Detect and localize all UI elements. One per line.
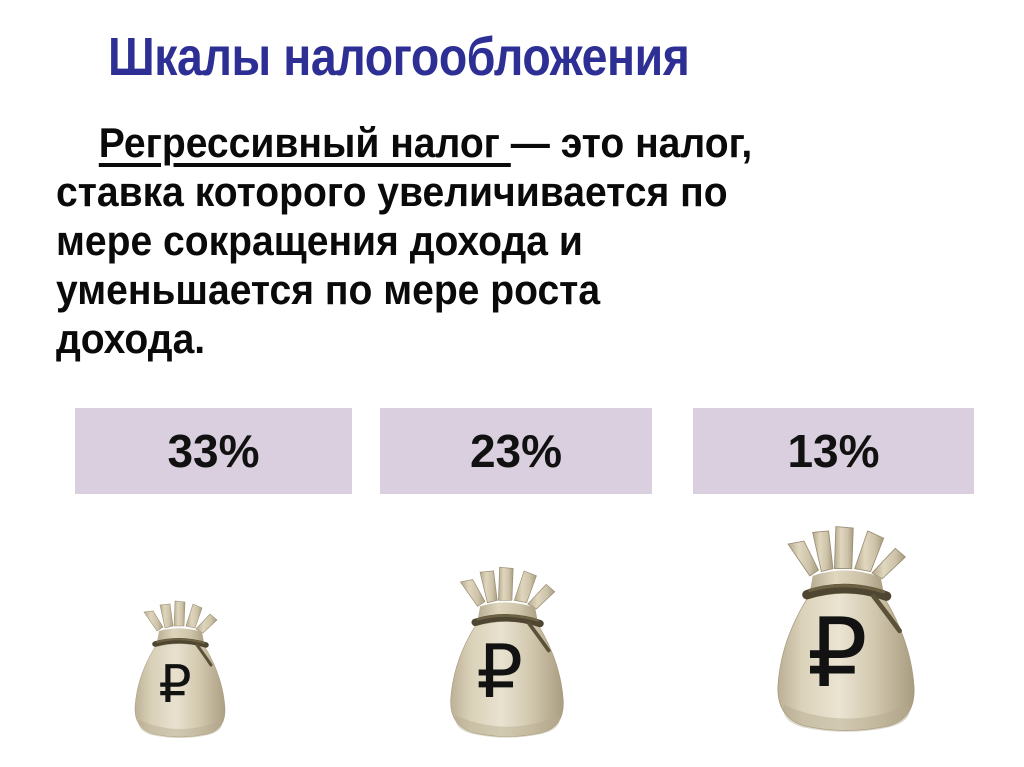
page-title: Шкалы налогообложения xyxy=(108,27,690,87)
ruble-symbol-medium: ₽ xyxy=(476,632,523,713)
definition-line-3: мере сокращения дохода и xyxy=(56,217,583,264)
definition-line-4: уменьшается по мере роста xyxy=(56,266,601,313)
ruble-symbol-large: ₽ xyxy=(807,601,868,707)
rate-box-23: 23% xyxy=(380,408,652,494)
money-bag-medium: ₽ xyxy=(436,558,578,743)
rate-label-13: 13% xyxy=(787,425,880,477)
money-bag-large: ₽ xyxy=(762,514,930,742)
rate-box-33: 33% xyxy=(75,408,352,494)
money-bag-small: ₽ xyxy=(122,592,238,742)
term-regressive-tax: Регрессивный налог xyxy=(98,119,511,166)
rate-label-33: 33% xyxy=(167,425,260,477)
rate-label-23: 23% xyxy=(469,425,563,477)
definition-line-2: ставка которого увеличивается по xyxy=(56,168,728,215)
definition-paragraph: Регрессивный налог — это налог, ставка к… xyxy=(56,118,986,363)
definition-line-5: дохода. xyxy=(56,315,206,362)
ruble-symbol-small: ₽ xyxy=(158,657,191,714)
rate-box-13: 13% xyxy=(693,408,974,494)
tax-rate-row: 33% 23% 13% xyxy=(75,408,975,494)
definition-line-1: Регрессивный налог — это налог, xyxy=(56,118,921,167)
definition-line-1-rest: — это налог, xyxy=(510,119,753,166)
